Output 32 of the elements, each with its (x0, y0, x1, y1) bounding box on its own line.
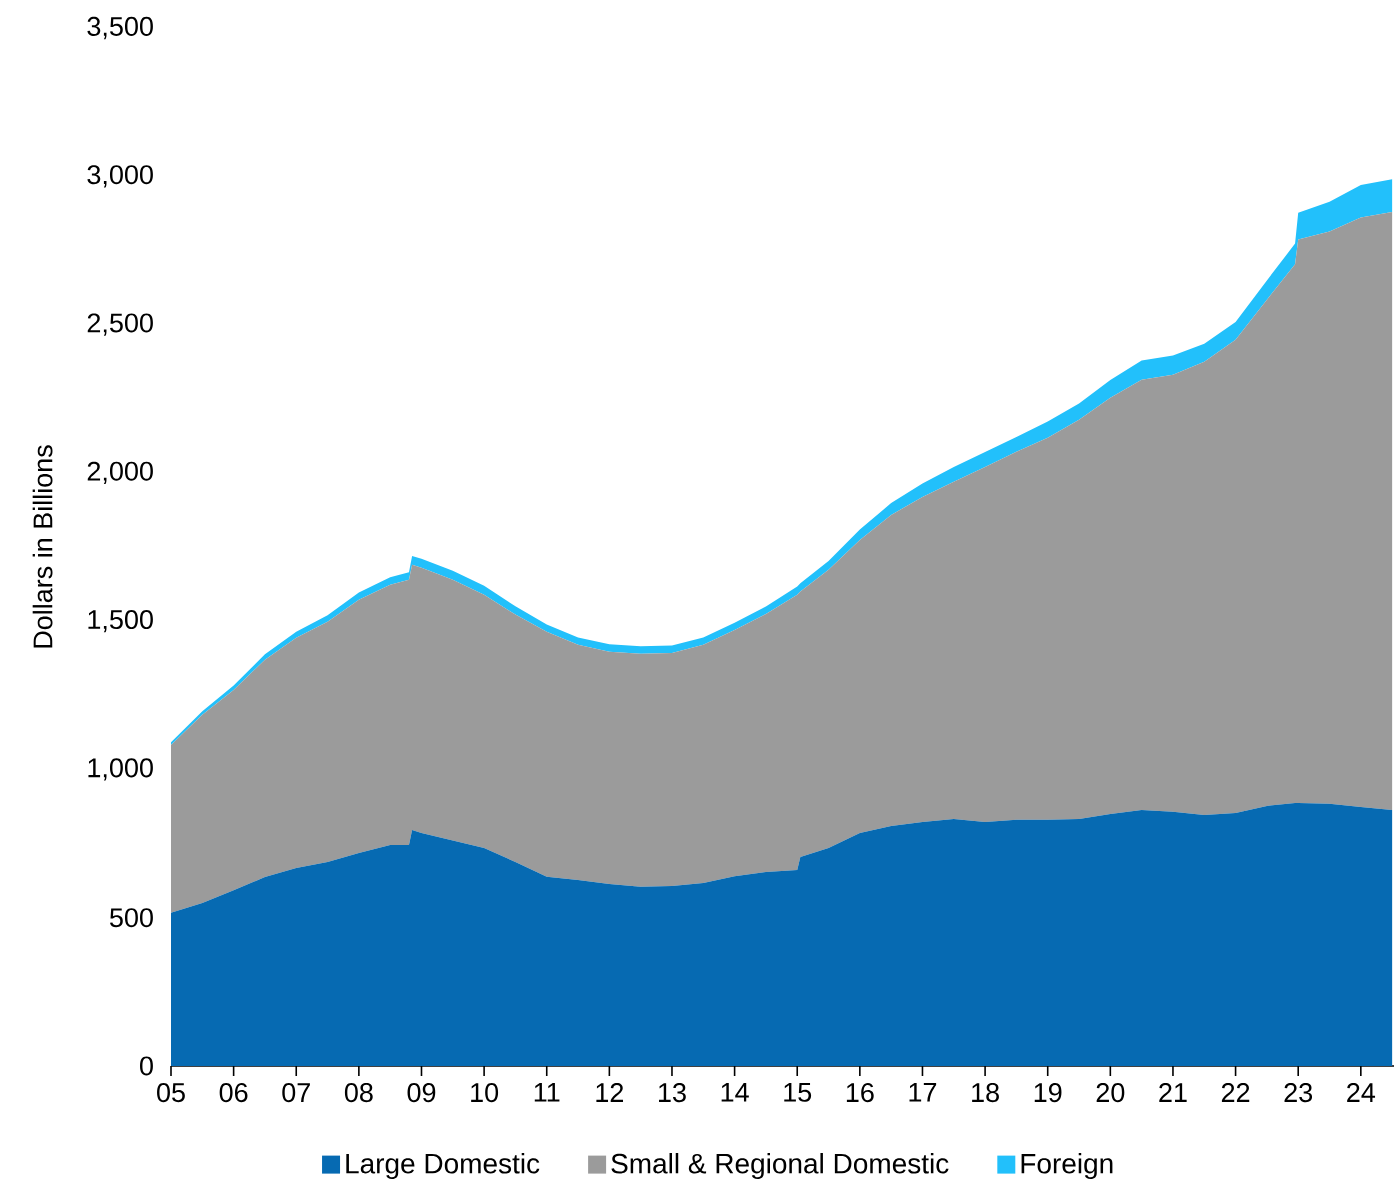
legend-label: Large Domestic (346, 1152, 540, 1180)
x-tick-label: 16 (846, 1083, 874, 1103)
y-tick-label: 2,000 (87, 461, 153, 485)
y-tick-label: 3,500 (87, 16, 153, 40)
y-tick-label: 2,500 (87, 313, 153, 336)
x-tick-label: 10 (471, 1083, 499, 1103)
x-tick-label: 20 (1096, 1083, 1125, 1103)
x-tick-label: 07 (282, 1083, 310, 1103)
y-tick-label: 1,000 (88, 758, 153, 781)
x-tick-label: 19 (1034, 1083, 1062, 1103)
y-tick-label: 0 (140, 1056, 153, 1076)
x-tick-label: 13 (659, 1083, 686, 1103)
x-tick-label: 22 (1221, 1083, 1250, 1102)
x-tick-label: 23 (1284, 1083, 1313, 1103)
y-tick-label: 3,000 (87, 165, 153, 188)
x-tick-label: 05 (157, 1083, 185, 1103)
legend-label: Small & Regional Domestic (611, 1152, 949, 1180)
x-tick-label: 15 (784, 1083, 812, 1102)
x-tick-label: 24 (1347, 1083, 1376, 1102)
legend-label: Foreign (1021, 1152, 1113, 1180)
y-tick-label: 1,500 (88, 610, 153, 633)
x-tick-label: 18 (972, 1083, 999, 1103)
x-tick-label: 09 (407, 1083, 436, 1103)
y-tick-label: 500 (110, 908, 153, 928)
y-axis-title: Dollars in Billions (32, 445, 53, 648)
x-tick-label: 08 (344, 1083, 373, 1103)
x-tick-label: 14 (721, 1083, 749, 1102)
x-tick-label: 06 (219, 1083, 248, 1103)
x-tick-label: 21 (1159, 1083, 1187, 1102)
x-tick-label: 11 (534, 1083, 560, 1102)
x-tick-label: 17 (909, 1083, 937, 1102)
x-tick-label: 12 (596, 1083, 624, 1102)
